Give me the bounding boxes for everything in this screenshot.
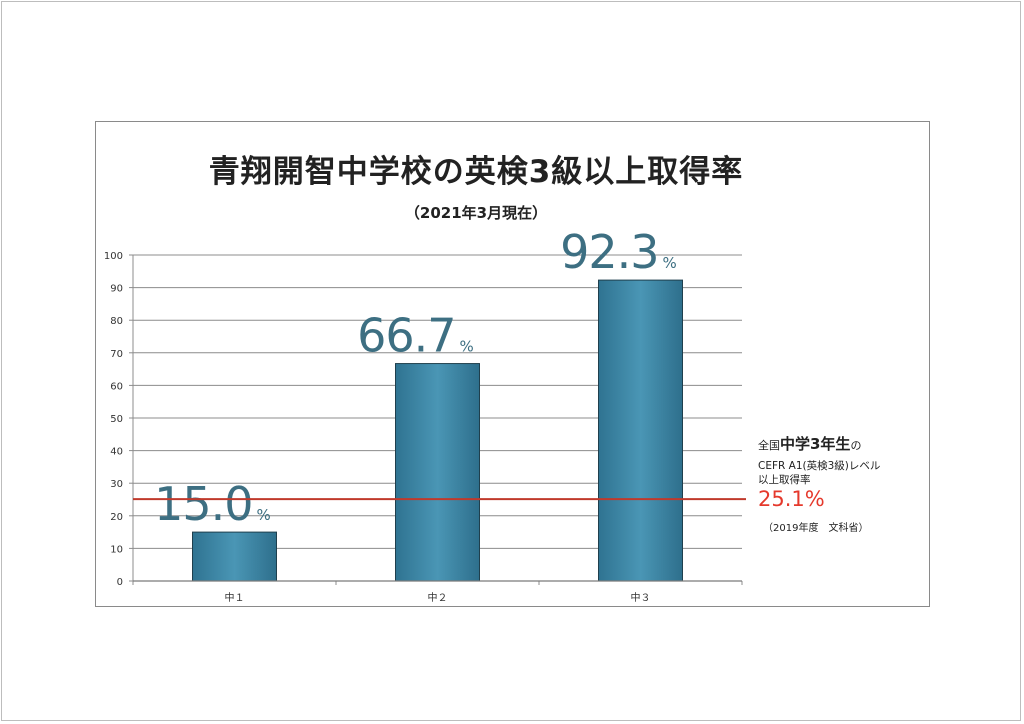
chart-frame [95,121,930,607]
y-tick-label: 90 [110,284,123,295]
chart-title: 青翔開智中学校の英検3級以上取得率 [208,154,744,190]
note-suffix: の [850,439,862,452]
note-prefix: 全国 [758,439,780,452]
data-label-unit: % [460,338,474,356]
bar [395,363,480,582]
note-emphasis: 中学3年生 [780,435,851,453]
x-tick-label: 中２ [428,591,448,604]
y-tick-label: 40 [110,447,123,458]
data-label: 66.7 [357,309,455,363]
data-label: 15.0 [154,477,252,531]
chart-subtitle: （2021年3月現在） [404,204,548,222]
data-label: 92.3 [560,225,658,279]
bar [192,531,277,582]
y-tick-label: 30 [110,479,123,490]
note-source: （2019年度 文科省） [763,523,869,534]
y-tick-label: 80 [110,316,123,327]
note-value: 25.1% [758,487,825,511]
y-tick-label: 50 [110,414,123,425]
y-tick-label: 60 [110,381,123,392]
note-line-2: CEFR A1(英検3級)レベル [758,460,881,472]
y-tick-label: 100 [104,251,123,262]
data-label-unit: % [663,254,677,272]
bar [598,279,683,582]
x-tick-label: 中３ [631,591,651,604]
note-line-1: 全国中学3年生の [758,433,861,454]
y-tick-label: 10 [110,544,123,555]
y-tick-label: 0 [117,577,123,588]
x-tick-label: 中１ [225,591,245,604]
note-line-3: 以上取得率 [758,474,811,486]
y-tick-label: 20 [110,512,123,523]
data-label-unit: % [257,506,271,524]
y-tick-label: 70 [110,349,123,360]
